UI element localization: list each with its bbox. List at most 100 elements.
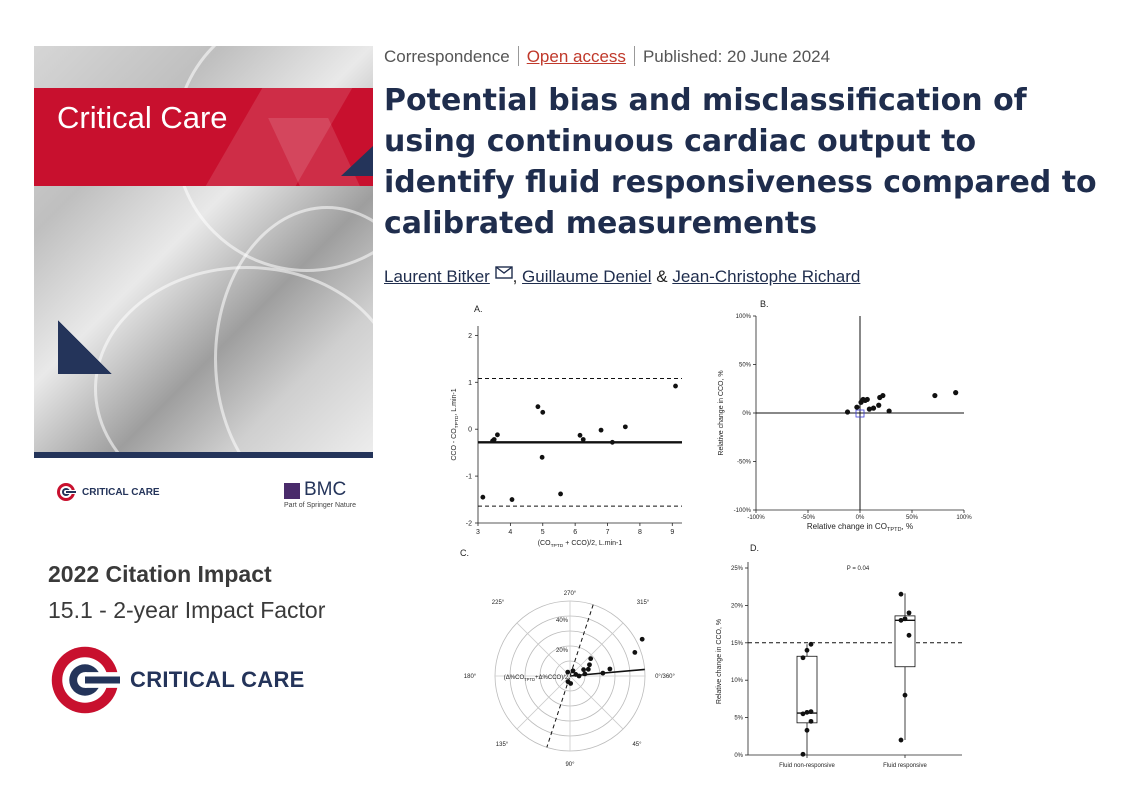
author-link[interactable]: Guillaume Deniel	[522, 267, 652, 286]
y-tick-label: 0	[468, 427, 472, 434]
data-point	[876, 402, 882, 408]
polar-spoke	[569, 675, 624, 730]
data-point	[800, 751, 806, 757]
data-point	[902, 616, 908, 622]
divider	[633, 46, 635, 66]
journal-logo-small[interactable]: CRITICAL CARE	[56, 482, 160, 502]
article-figure[interactable]: A. 3 4 5 6 7 8 9 -2 -1 0 1 2 (COTPTD + CCO)/2, L.min-…	[450, 298, 990, 778]
data-point	[598, 427, 604, 433]
figure-panels: A. 3 4 5 6 7 8 9 -2 -1 0 1 2 (COTPTD + CCO)/2, L.min-…	[451, 299, 972, 769]
x-tick-label: 3	[476, 529, 480, 536]
y-tick-label: 0%	[734, 753, 743, 759]
envelope-icon[interactable]	[494, 266, 513, 279]
article-meta: Correspondence Open access Published: 20 J…	[384, 46, 830, 67]
box	[796, 655, 818, 724]
data-point	[808, 641, 814, 647]
data-point	[864, 396, 870, 403]
data-point	[932, 392, 938, 399]
data-point	[600, 670, 606, 676]
journal-logo-text-large: CRITICAL CARE	[130, 667, 305, 692]
article-title: Potential bias and misclassification of …	[384, 83, 1097, 241]
panel-label: C.	[460, 548, 469, 558]
data-point	[491, 437, 497, 442]
x-axis-label: (COTPTD + CCO)/2, L.min-1	[538, 540, 623, 549]
polar-spoke	[516, 622, 571, 677]
critical-care-logo-icon	[57, 483, 76, 501]
y-tick-label: 5%	[734, 716, 743, 722]
data-point	[898, 591, 904, 597]
data-point	[565, 669, 571, 675]
radial-tick-label: 20%	[556, 648, 569, 654]
x-tick-label: -50%	[801, 515, 816, 521]
p-value-label: P = 0.04	[847, 566, 870, 572]
journal-cover-image[interactable]: Critical Care	[34, 46, 373, 458]
publisher-name: BMC	[304, 479, 347, 500]
data-point	[898, 617, 904, 623]
divider	[517, 46, 519, 66]
cover-triangle	[58, 320, 112, 374]
center-label: (Δ%COTPTD+Δ%CCO)/2	[504, 675, 569, 682]
angle-label: 0°/360°	[655, 674, 675, 680]
data-point	[622, 424, 628, 430]
impact-factor: 15.1 - 2-year Impact Factor	[48, 597, 326, 623]
panel-label: D.	[750, 543, 759, 553]
y-tick-label: 20%	[731, 603, 744, 609]
critical-care-logo-icon	[51, 646, 120, 714]
angle-label: 180°	[464, 674, 477, 680]
data-point	[509, 497, 515, 502]
polar-spoke	[569, 622, 624, 677]
y-tick-label: 15%	[731, 641, 744, 647]
data-point	[540, 409, 546, 415]
x-category-label: Fluid responsive	[883, 763, 927, 769]
angle-label: 45°	[632, 742, 642, 748]
panel-label: B.	[760, 299, 769, 309]
data-point	[535, 404, 541, 410]
data-point	[568, 681, 574, 686]
mean-angle-line	[569, 668, 645, 677]
data-point	[582, 671, 588, 677]
data-point	[800, 655, 806, 661]
x-tick-label: 5	[541, 529, 545, 536]
y-axis-label: Relative change in CCO, %	[718, 370, 725, 455]
angle-label: 90°	[565, 762, 575, 768]
data-point	[573, 672, 579, 677]
author-link[interactable]: Laurent Bitker	[384, 267, 490, 286]
polar-spoke	[516, 675, 571, 730]
data-point	[866, 406, 872, 412]
y-tick-label: 100%	[736, 314, 752, 320]
data-point	[906, 632, 912, 638]
data-point	[906, 610, 912, 616]
y-tick-label: 10%	[731, 678, 744, 684]
data-point	[808, 709, 814, 715]
data-point	[588, 656, 594, 662]
data-point	[577, 432, 583, 438]
radial-tick-label: 40%	[556, 618, 569, 624]
data-point	[854, 404, 860, 410]
author-list: Laurent Bitker , Guillaume Deniel & Jean…	[384, 266, 860, 287]
x-tick-label: 6	[573, 529, 577, 536]
angle-label: 315°	[637, 600, 650, 606]
x-tick-label: 0%	[856, 515, 865, 521]
data-point	[480, 494, 486, 500]
y-tick-label: 0%	[742, 411, 751, 417]
origin-marker	[855, 409, 865, 418]
author-separator: ,	[512, 267, 518, 286]
data-point	[581, 667, 586, 673]
author-separator: &	[656, 267, 668, 286]
data-point	[570, 668, 576, 674]
y-tick-label: 2	[468, 333, 472, 340]
angle-label: 225°	[492, 600, 505, 606]
y-tick-label: -100%	[734, 508, 752, 514]
data-point	[632, 650, 638, 655]
x-tick-label: 50%	[906, 515, 919, 521]
panel-label: A.	[474, 304, 483, 314]
data-point	[953, 390, 959, 396]
y-tick-label: -2	[466, 521, 472, 528]
data-point	[844, 409, 851, 415]
x-tick-label: 8	[638, 529, 642, 536]
x-axis-label: Relative change in COTPTD, %	[807, 522, 913, 533]
open-access-link[interactable]: Open access	[526, 47, 626, 66]
author-link[interactable]: Jean-Christophe Richard	[672, 267, 861, 286]
angle-label: 270°	[564, 591, 577, 597]
data-point	[804, 647, 810, 653]
